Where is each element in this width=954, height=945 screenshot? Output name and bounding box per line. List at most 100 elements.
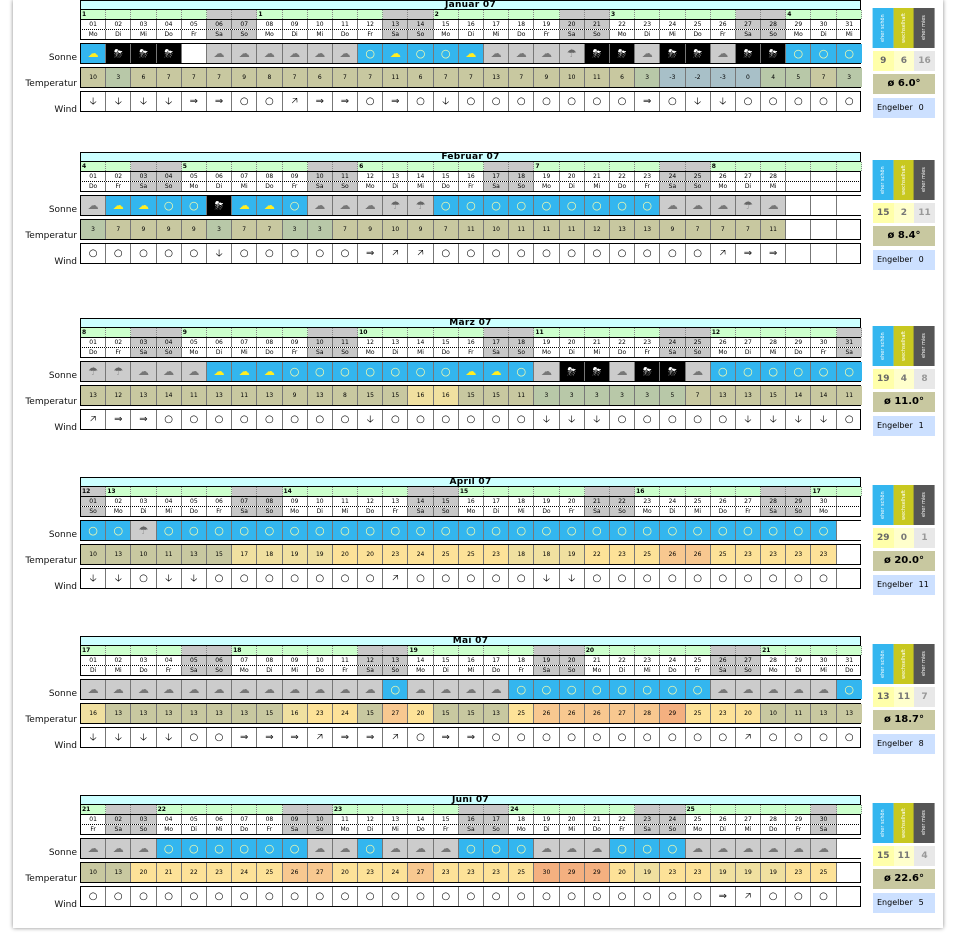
sun-icon: ☁ — [710, 680, 736, 699]
weekday-cell: Do — [585, 825, 610, 834]
sun-icon: ○ — [232, 839, 258, 858]
week-cell — [685, 487, 711, 496]
week-cell — [433, 646, 459, 655]
day-number-cell: 01 — [81, 172, 107, 181]
day-number-cell: 15 — [434, 815, 459, 824]
weekday-cell: Do — [157, 30, 182, 39]
temperature-cell: 15 — [458, 386, 484, 405]
sun-icon: ☁ — [685, 362, 711, 381]
day-number-cell: 30 — [811, 656, 837, 665]
month-title: Juni 07 — [80, 795, 861, 805]
wind-icon: 🡣 — [81, 92, 107, 111]
engelberg-label: Engelber — [877, 580, 913, 589]
sun-icon: ☁ — [383, 44, 409, 63]
weekday-cell: Mi — [484, 30, 510, 39]
day-number-cell: 26 — [711, 815, 736, 824]
wind-icon: ○ — [257, 244, 283, 263]
temperature-cell: 23 — [786, 545, 812, 564]
day-number-cell: 01 — [81, 815, 107, 824]
week-cell — [735, 328, 762, 337]
week-cell — [761, 805, 787, 814]
week-cell — [534, 487, 560, 496]
temperature-cell: 27 — [609, 704, 636, 723]
sun-icon: ○ — [332, 362, 359, 381]
sun-icon: ☁ — [358, 196, 384, 215]
week-cell — [786, 646, 812, 655]
temperature-cell: 10 — [81, 68, 107, 87]
temperature-cell: 11 — [156, 545, 182, 564]
week-cell — [307, 10, 333, 19]
weekday-cell: Do — [761, 825, 787, 834]
weekday-cell: Sa — [811, 825, 837, 834]
wind-icon: ○ — [232, 569, 258, 588]
sun-icon: ☁ — [257, 44, 283, 63]
day-number-cell: 18 — [509, 497, 535, 506]
sun-icon: ⛈ — [660, 362, 686, 381]
week-cell — [635, 328, 661, 337]
wind-icon: ○ — [308, 410, 333, 429]
wind-icon: ○ — [434, 887, 459, 906]
temperature-cell: 7 — [685, 220, 711, 239]
sun-icon: ○ — [609, 196, 636, 215]
sun-icon: ☁ — [584, 839, 610, 858]
wind-icon: 🡥 — [408, 244, 434, 263]
sun-icon: ○ — [509, 839, 535, 858]
category-tab: eher schön — [873, 644, 894, 684]
day-number-cell — [811, 172, 837, 181]
week-cell — [761, 487, 787, 496]
wind-icon: ⇒ — [232, 728, 258, 747]
day-number-cell: 04 — [156, 338, 182, 347]
sun-icon: ○ — [609, 680, 636, 699]
sun-icon — [182, 44, 207, 63]
week-cell — [811, 162, 837, 171]
week-cell — [609, 646, 636, 655]
weekday-row: Do Fr Sa So Mo Di Mi Do Fr Sa So Mo Di Mi Do Fr Sa So Mo Di… — [80, 348, 862, 358]
wind-icon: ⇒ — [434, 728, 459, 747]
wind-icon: ○ — [333, 569, 359, 588]
wind-icon: ○ — [635, 410, 661, 429]
temperature-cell: 10 — [761, 704, 787, 723]
week-cell — [811, 805, 837, 814]
sun-icon: ○ — [307, 521, 333, 540]
wind-icon: ⇒ — [736, 244, 762, 263]
weekday-cell: Fr — [459, 182, 484, 191]
sun-icon: ☁ — [156, 362, 182, 381]
wind-icon: ○ — [761, 887, 787, 906]
sun-icon: ⛈ — [609, 44, 636, 63]
weekday-row: So Mo Di Mi Do Fr Sa So Mo Di Mi Do Fr Sa So Mo Di Mi Do Fr… — [80, 507, 861, 517]
temperature-cell: 9 — [534, 68, 560, 87]
wind-icon: ○ — [257, 410, 283, 429]
week-cell — [559, 646, 585, 655]
week-cell — [635, 10, 661, 19]
wind-icon — [786, 244, 812, 263]
temperature-cell: 16 — [433, 386, 459, 405]
day-number-cell: 15 — [434, 338, 459, 347]
temperature-cell: 26 — [685, 545, 711, 564]
weekday-cell: Di — [182, 825, 207, 834]
day-number-cell: 08 — [257, 172, 283, 181]
day-number-cell: 17 — [484, 815, 510, 824]
sun-icon: ○ — [282, 362, 308, 381]
day-number-cell: 03 — [131, 172, 157, 181]
sun-icon: ⛈ — [206, 196, 233, 215]
day-number-cell: 13 — [383, 497, 409, 506]
wind-icon: ○ — [560, 887, 585, 906]
week-row: 21 22 23 24 25 — [80, 805, 862, 815]
day-number-cell: 26 — [710, 656, 736, 665]
day-number-cell: 05 — [182, 497, 207, 506]
weekday-cell: Sa — [635, 825, 661, 834]
row-label-wind: Wind — [54, 105, 77, 115]
day-number-cell: 02 — [106, 338, 132, 347]
sun-icon: ○ — [635, 839, 661, 858]
sun-icon: ○ — [257, 521, 283, 540]
day-number-cell: 05 — [182, 172, 207, 181]
category-tab: eher mies — [914, 326, 935, 366]
temperature-cell: 9 — [131, 220, 157, 239]
week-cell — [761, 328, 787, 337]
day-number-cell: 31 — [845, 21, 854, 28]
temperature-cell: 23 — [458, 863, 484, 882]
weekday-cell: Mi — [207, 825, 233, 834]
row-label-temp: Temperatur — [25, 397, 77, 407]
temperature-cell: 7 — [257, 220, 283, 239]
wind-icon: ○ — [358, 887, 384, 906]
